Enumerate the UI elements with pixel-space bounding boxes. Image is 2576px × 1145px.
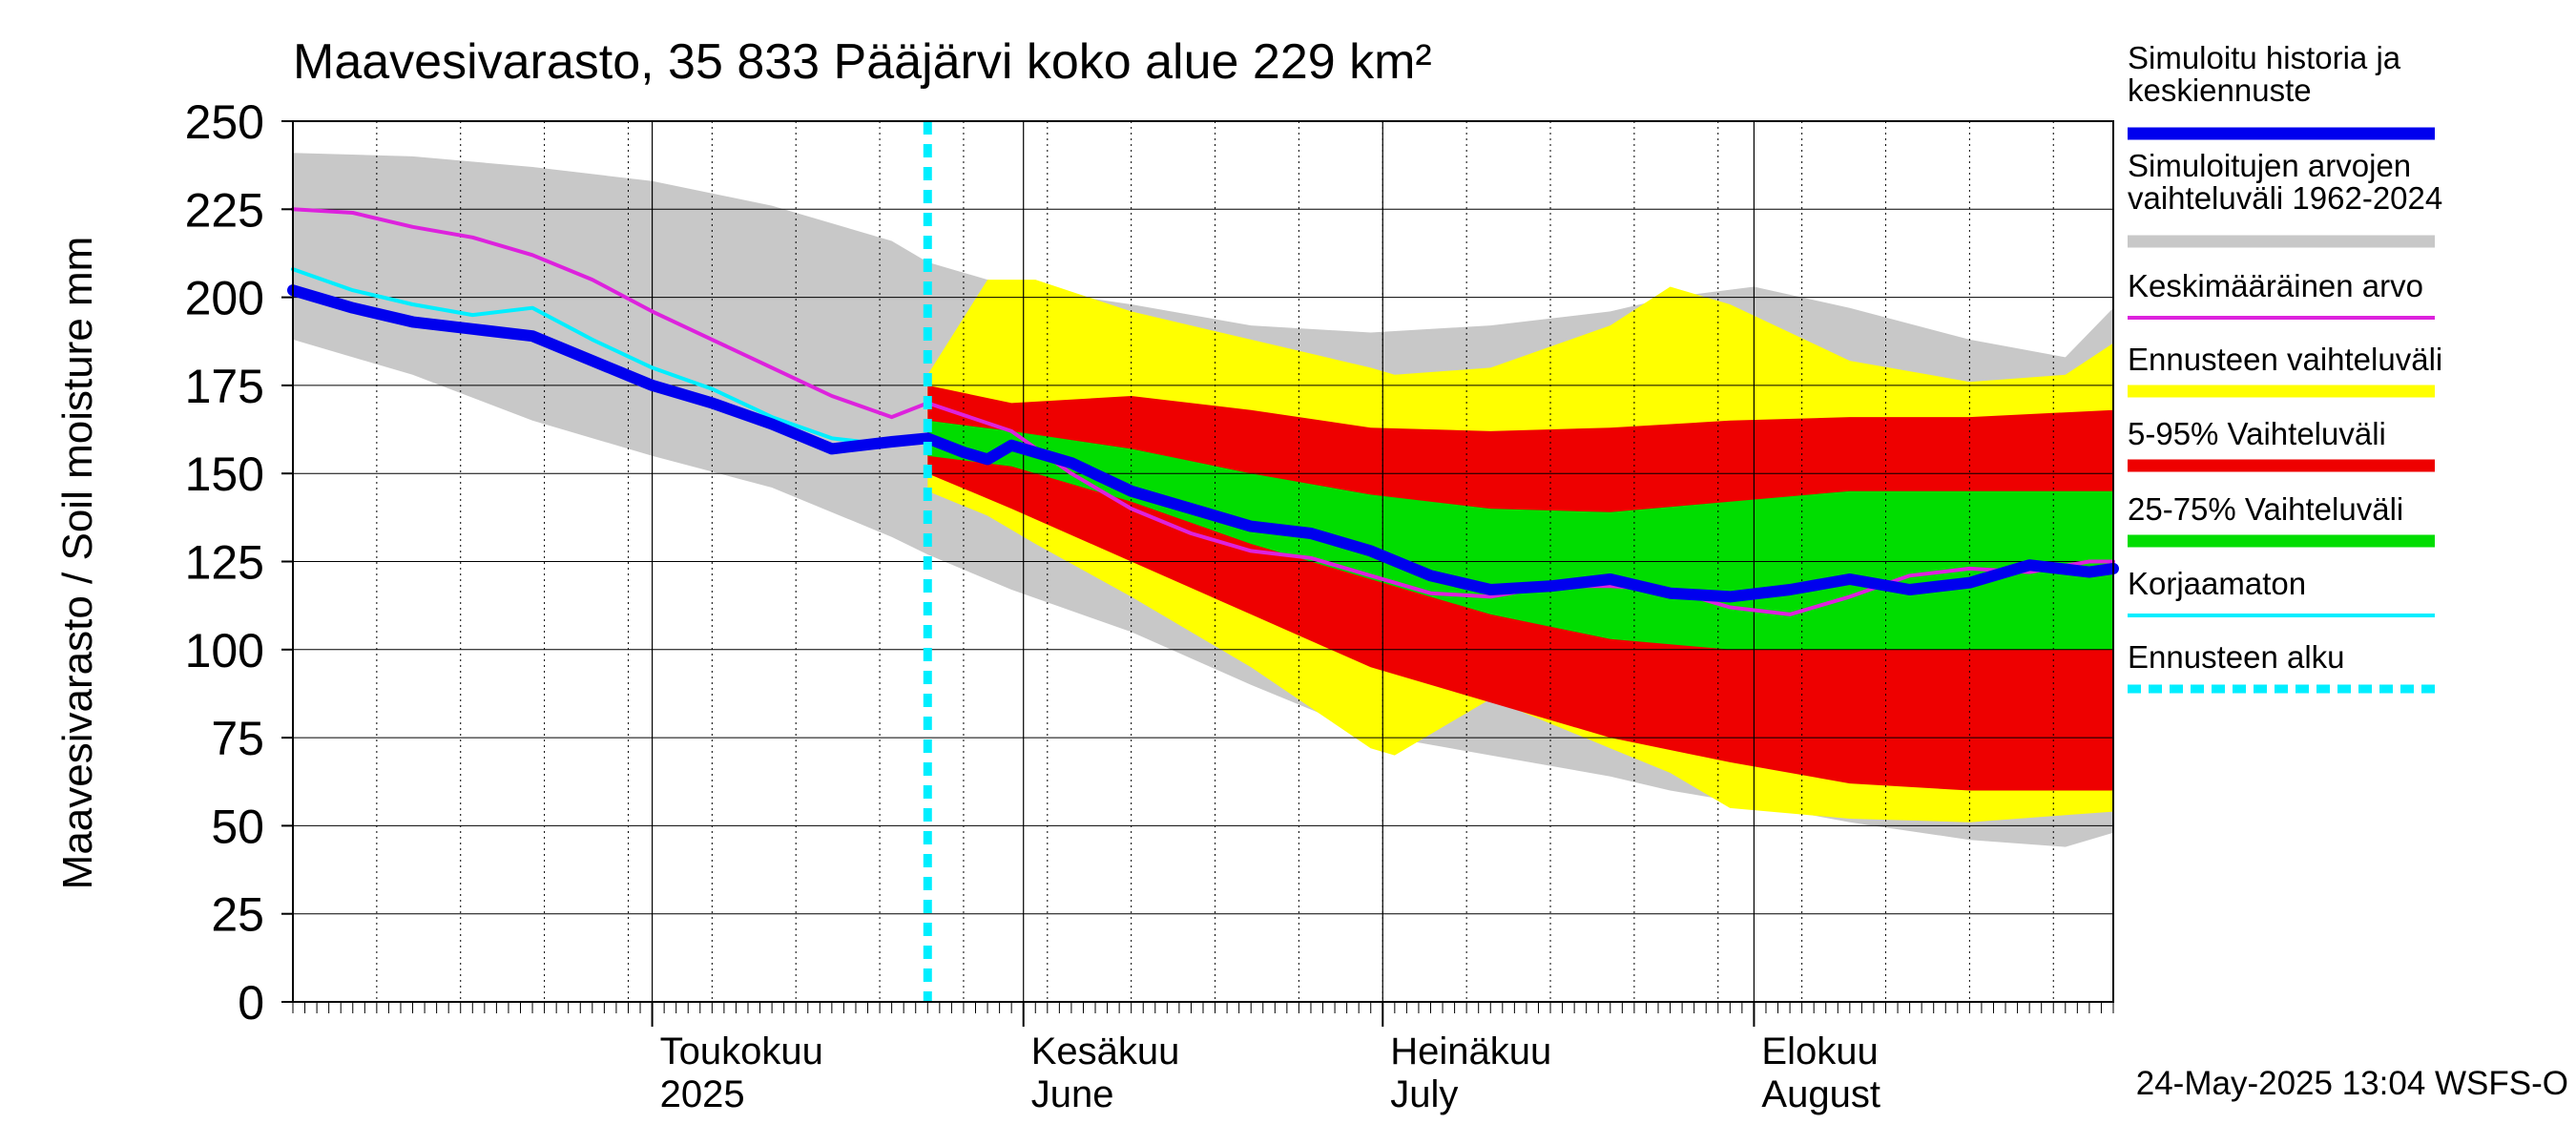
series-line-uncorrected [291, 267, 930, 448]
bands-layer [293, 153, 2113, 847]
legend-label: Korjaamaton [2128, 566, 2306, 601]
y-tick-label: 25 [211, 888, 264, 942]
y-tick-label: 175 [185, 360, 264, 413]
legend-swatch-mean [2128, 316, 2435, 320]
legend-entry-p25_75: 25-75% Vaihteluväli [2128, 491, 2435, 548]
legend-swatch-p5_95 [2128, 459, 2435, 472]
y-tick-label: 125 [185, 536, 264, 590]
legend-entry-history: Simuloitu historia ja keskiennuste [2128, 40, 2435, 140]
series-line-mean [291, 207, 2115, 616]
legend-label: Keskimääräinen arvo [2128, 268, 2423, 303]
y-tick-label: 225 [185, 183, 264, 237]
y-tick-label: 0 [238, 976, 264, 1030]
legend-swatch-fc_range [2128, 385, 2435, 398]
legend-entry-uncorrected: Korjaamaton [2128, 566, 2435, 617]
axes-layer: 0 25 50 75 100 125 150 175 200 225 250 Toukokuu2025… [185, 95, 2114, 1115]
legend-entry-hist_range: Simuloitujen arvojen vaihteluväli 1962-20… [2128, 148, 2442, 248]
y-tick-label: 75 [211, 712, 264, 765]
y-tick-label: 200 [185, 272, 264, 325]
x-month-sublabel: June [1031, 1073, 1114, 1115]
y-tick-label: 150 [185, 448, 264, 501]
y-tick-label: 50 [211, 800, 264, 853]
x-month-label: Elokuu [1761, 1030, 1878, 1072]
timestamp: 24-May-2025 13:04 WSFS-O [2136, 1065, 2568, 1102]
legend-label: Ennusteen alku [2128, 639, 2345, 675]
legend-label: Ennusteen vaihteluväli [2128, 342, 2442, 377]
x-month-label: Kesäkuu [1031, 1030, 1180, 1072]
x-month-label: Toukokuu [660, 1030, 823, 1072]
legend-swatch-p25_75 [2128, 534, 2435, 548]
y-tick-label: 100 [185, 624, 264, 677]
legend-entry-p5_95: 5-95% Vaihteluväli [2128, 416, 2435, 472]
legend-entry-fc_start: Ennusteen alku [2128, 639, 2435, 694]
x-month-sublabel: August [1761, 1073, 1880, 1115]
chart-title: Maavesivarasto, 35 833 Pääjärvi koko alu… [293, 34, 1432, 90]
legend-entry-mean: Keskimääräinen arvo [2128, 268, 2435, 320]
x-month-label: Heinäkuu [1390, 1030, 1551, 1072]
x-month-sublabel: July [1390, 1073, 1458, 1115]
lines-layer [287, 121, 2119, 1002]
legend-entry-fc_range: Ennusteen vaihteluväli [2128, 342, 2442, 398]
legend-swatch-uncorrected [2128, 614, 2435, 617]
series-line-history [287, 284, 2119, 603]
legend-label: Simuloitujen arvojen vaihteluväli 1962-20… [2128, 148, 2442, 216]
y-axis-label: Maavesivarasto / Soil moisture mm [54, 237, 101, 890]
x-month-sublabel: 2025 [660, 1073, 745, 1115]
legend-swatch-history [2128, 127, 2435, 140]
band-p25_75 [927, 420, 2113, 650]
legend-swatch-hist_range [2128, 235, 2435, 248]
legend-label: Simuloitu historia ja keskiennuste [2128, 40, 2401, 108]
legend-label: 25-75% Vaihteluväli [2128, 491, 2403, 527]
legend: Simuloitu historia ja keskiennuste Simuloi… [2128, 40, 2442, 694]
y-tick-label: 250 [185, 95, 264, 149]
legend-label: 5-95% Vaihteluväli [2128, 416, 2386, 451]
